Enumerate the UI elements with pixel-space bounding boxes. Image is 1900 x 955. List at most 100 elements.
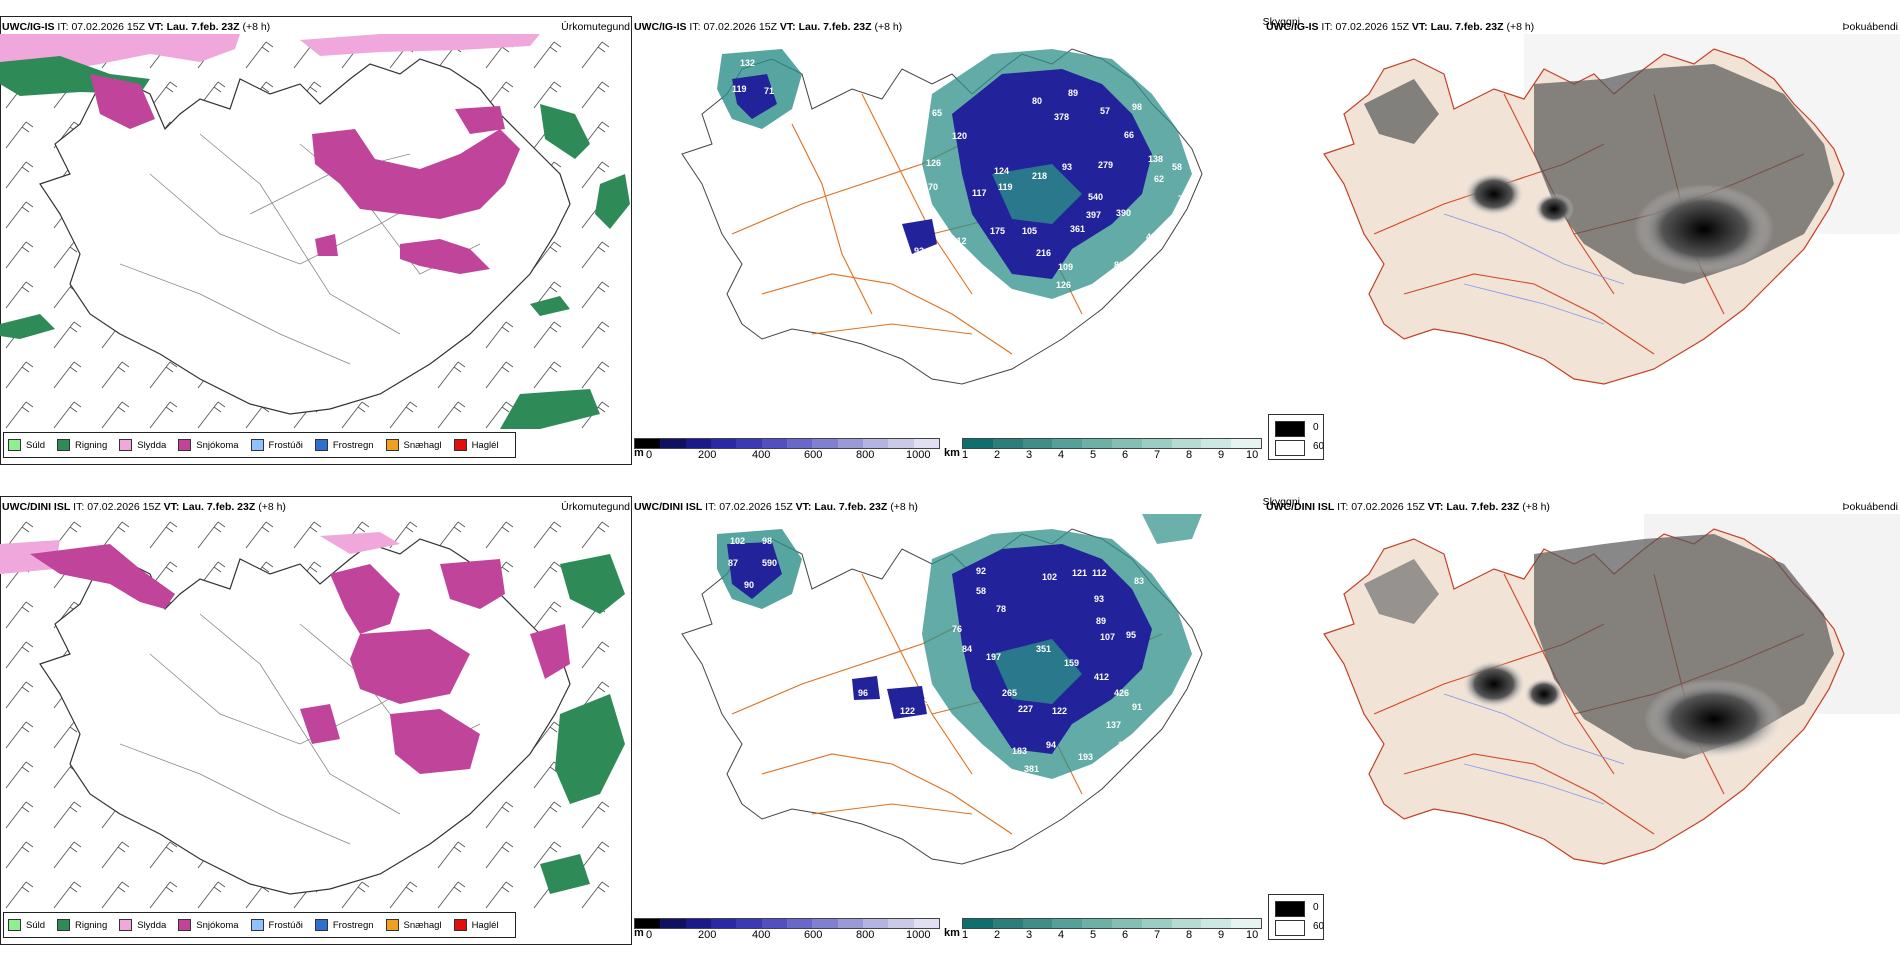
legend-label: Frostregn xyxy=(332,439,374,451)
scale-cell xyxy=(1231,439,1261,448)
fog-area xyxy=(1364,79,1439,144)
legend-item: Súld xyxy=(8,439,45,451)
vis-value: 87 xyxy=(728,558,738,568)
scale-cell xyxy=(888,919,914,928)
legend-label: Snæhagl xyxy=(403,919,442,931)
fog-area xyxy=(1464,172,1524,216)
tick: 3 xyxy=(1026,449,1033,461)
legend-label: Snjókoma xyxy=(196,919,239,931)
fog-value: 0 xyxy=(1313,422,1319,433)
rain-area xyxy=(595,174,630,229)
legend-swatch xyxy=(453,439,467,451)
lead-time: (+8 h) xyxy=(874,21,903,33)
vis-value: 361 xyxy=(1070,224,1085,234)
legend-swatch xyxy=(119,439,133,451)
it-value: 07.02.2026 15Z xyxy=(703,21,777,33)
scale-unit-m: m xyxy=(634,927,644,939)
vis-value: 89 xyxy=(1096,616,1106,626)
scale-cell xyxy=(635,439,661,448)
vis-value: 84 xyxy=(962,644,972,654)
scale-cell xyxy=(1022,919,1053,928)
vis-value: 117 xyxy=(972,188,987,198)
tick: 400 xyxy=(752,449,771,461)
scale-cell xyxy=(862,439,889,448)
it-label: IT: xyxy=(689,21,701,33)
vis-value: 66 xyxy=(1124,130,1134,140)
legend-item: Frostúði xyxy=(250,919,303,931)
scale-cell xyxy=(710,439,737,448)
legend-swatch xyxy=(178,439,192,451)
visibility-values: 132 119 71 91 65 80 89 57 98 120 126 70 … xyxy=(732,58,1188,290)
legend-swatch xyxy=(250,919,264,931)
vis-value: 121 xyxy=(1072,568,1087,578)
legend-label: Súld xyxy=(26,919,46,931)
tick: 200 xyxy=(698,449,717,461)
snow-area xyxy=(530,624,570,679)
visibility-km-area xyxy=(992,164,1082,224)
vis-value: 98 xyxy=(762,536,772,546)
rain-area xyxy=(540,854,590,894)
vis-value: 89 xyxy=(1068,88,1078,98)
panel-header: UWC/DINI ISL IT: 07.02.2026 15Z VT: Lau.… xyxy=(2,501,286,513)
legend-label: Rigning xyxy=(75,439,108,451)
tick: 4 xyxy=(1058,449,1065,461)
roads xyxy=(119,133,481,365)
scale-cell xyxy=(736,439,762,448)
visibility-m-area xyxy=(732,74,777,119)
vt-label: VT: xyxy=(795,501,812,513)
panel-header: UWC/IG-IS IT: 07.02.2026 15Z VT: Lau. 7.… xyxy=(2,21,270,33)
lead-time: (+8 h) xyxy=(242,21,271,33)
vis-value: 95 xyxy=(1126,630,1136,640)
vis-value: 119 xyxy=(998,182,1013,192)
legend-item: Frostregn xyxy=(314,439,374,451)
tick: 9 xyxy=(1218,449,1225,461)
visibility-m-area xyxy=(852,676,880,700)
precip-type-panel: UWC/DINI ISL IT: 07.02.2026 15Z VT: Lau.… xyxy=(0,480,632,955)
vis-value: 58 xyxy=(1172,162,1182,172)
scale-cell xyxy=(786,919,813,928)
visibility-scale-m: 0 200 400 600 800 1000 xyxy=(634,438,940,461)
scale-cell xyxy=(685,919,711,928)
legend-label: Rigning xyxy=(75,919,108,931)
scale-unit-km: km xyxy=(944,447,960,459)
vis-value: 175 xyxy=(990,226,1005,236)
visibility-scale-km: 1 2 3 4 5 6 7 8 9 10 xyxy=(962,438,1262,461)
tick: 1000 xyxy=(906,929,931,941)
scale-unit-km: km xyxy=(944,927,960,939)
fog-swatch xyxy=(1275,920,1305,936)
tick: 6 xyxy=(1122,929,1129,941)
scale-cell xyxy=(710,919,737,928)
vt-value: Lau. 7.feb. 23Z xyxy=(798,21,872,33)
fog-value: 0 xyxy=(1313,902,1319,913)
vt-value: Lau. 7.feb. 23Z xyxy=(182,501,256,513)
tick: 5 xyxy=(1090,929,1097,941)
rain-area xyxy=(530,296,570,316)
vis-value: 109 xyxy=(1058,262,1073,272)
scale-cell xyxy=(1201,919,1232,928)
vt-value: Lau. 7.feb. 23Z xyxy=(1430,21,1504,33)
snow-area xyxy=(455,106,505,134)
fog-area xyxy=(1524,678,1564,710)
tick: 0 xyxy=(646,449,653,461)
visibility-km-area xyxy=(1142,514,1202,544)
vis-value: 76 xyxy=(952,624,962,634)
vt-label: VT: xyxy=(779,21,796,33)
tick: 3 xyxy=(1026,929,1033,941)
vis-value: 65 xyxy=(932,108,942,118)
fog-area xyxy=(1364,559,1439,624)
legend-item: Haglél xyxy=(453,919,499,931)
vis-value: 381 xyxy=(1024,764,1039,774)
vis-value: 412 xyxy=(1094,672,1109,682)
snow-area xyxy=(400,239,490,274)
vis-value: 397 xyxy=(1086,210,1101,220)
fog-legend: 0 60 xyxy=(1268,894,1324,940)
snow-area xyxy=(390,709,480,774)
panel-title: Úrkomutegund xyxy=(561,21,630,33)
scale-ticks: 1 2 3 4 5 6 7 8 9 10 xyxy=(962,929,1262,941)
it-label: IT: xyxy=(705,501,717,513)
tick: 1000 xyxy=(906,449,931,461)
visibility-m-area xyxy=(727,542,782,599)
fog-map xyxy=(1323,34,1900,385)
it-value: 07.02.2026 15Z xyxy=(71,21,145,33)
legend-item: Snæhagl xyxy=(385,439,442,451)
